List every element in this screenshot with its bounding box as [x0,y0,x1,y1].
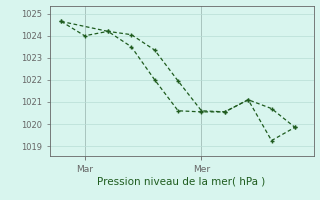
X-axis label: Pression niveau de la mer( hPa ): Pression niveau de la mer( hPa ) [98,177,266,187]
